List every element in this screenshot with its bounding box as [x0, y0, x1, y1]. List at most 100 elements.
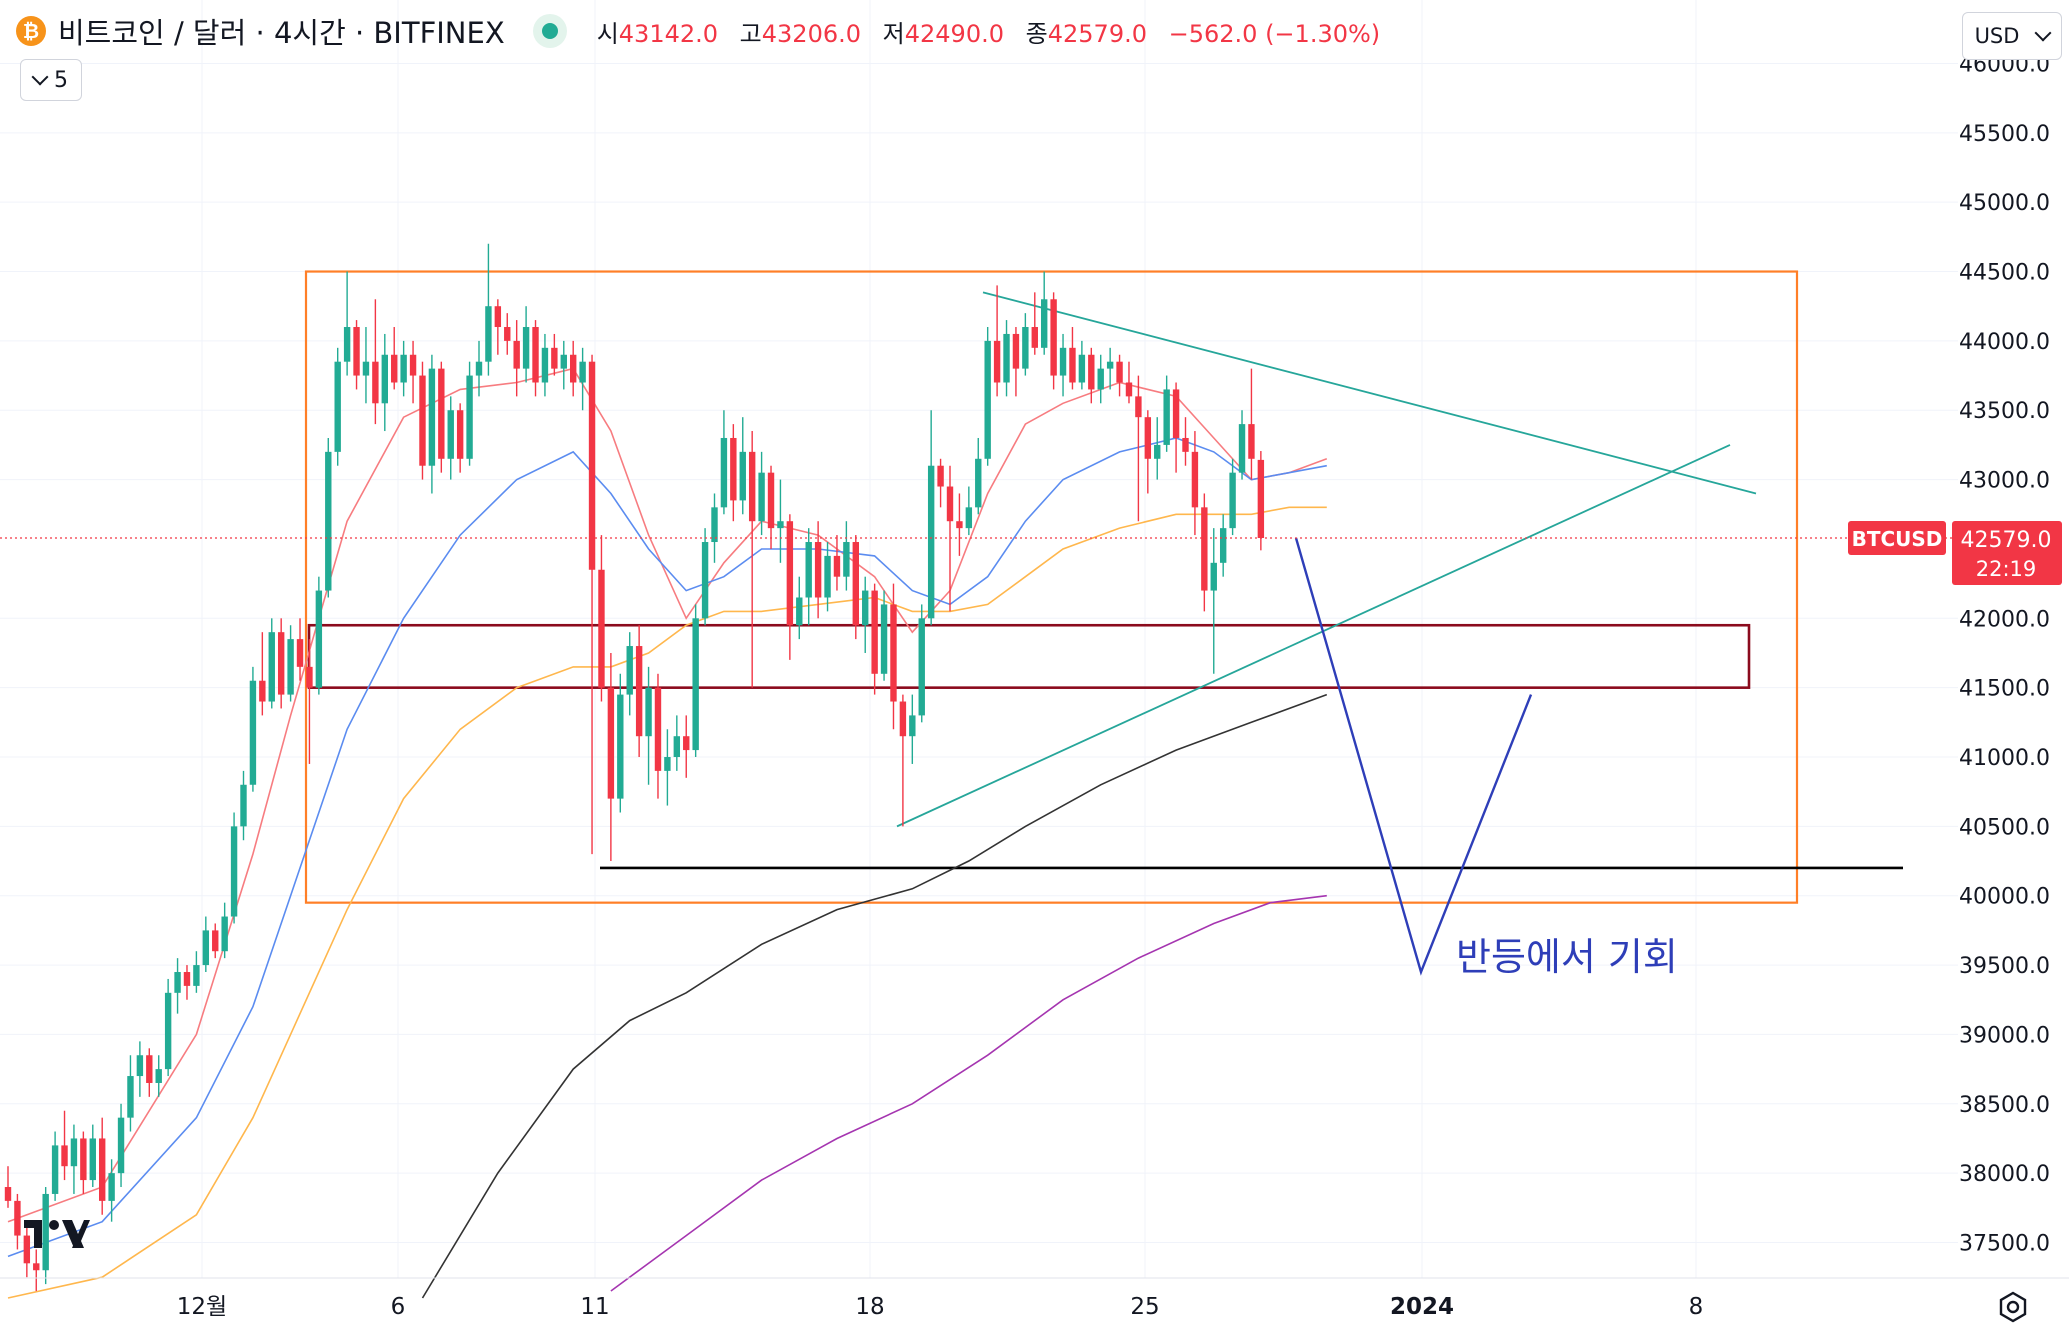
candle-body	[296, 639, 304, 667]
candle-body	[1154, 444, 1161, 459]
candle	[1116, 354, 1123, 397]
candle	[268, 618, 275, 709]
candle	[617, 673, 624, 813]
candle-body	[325, 451, 332, 591]
candle-body	[1238, 424, 1246, 473]
market-open-dot-icon[interactable]	[532, 14, 567, 48]
candle-body	[1257, 459, 1265, 538]
candle	[23, 1221, 31, 1278]
candle	[1182, 417, 1189, 466]
candle	[871, 583, 878, 695]
candle	[428, 354, 436, 494]
candle-body	[193, 965, 200, 986]
candle-body	[183, 972, 191, 986]
candle-body	[372, 361, 379, 404]
candle	[909, 694, 916, 764]
candle-body	[814, 542, 822, 598]
price-axis[interactable]: 46000.045500.045000.044500.044000.043500…	[1959, 52, 2050, 1256]
high-value: 43206.0	[761, 19, 862, 48]
candle-body	[786, 521, 794, 626]
candle	[296, 618, 304, 681]
candle-body	[843, 542, 850, 577]
tradingview-logo-icon[interactable]	[24, 1216, 90, 1252]
indicators-toggle-button[interactable]: 5	[20, 59, 82, 101]
candle	[1144, 410, 1152, 494]
candle-body	[513, 340, 520, 369]
candle-body	[391, 354, 398, 383]
change-value: −562.0 (−1.30%)	[1168, 19, 1381, 48]
candle	[852, 535, 859, 640]
candle-body	[315, 590, 323, 688]
candle-body	[259, 680, 266, 702]
candle-body	[805, 542, 812, 598]
price-tick-label: 38500.0	[1959, 1093, 2050, 1118]
candle-body	[1163, 389, 1170, 445]
candle-body	[409, 354, 417, 376]
candle	[108, 1159, 115, 1222]
candle	[174, 958, 181, 1014]
symbol-tag-label: BTCUSD	[1852, 527, 1943, 551]
candle-body	[1172, 389, 1180, 438]
candle-body	[456, 410, 464, 459]
candle-body	[532, 327, 539, 383]
open-label: 시	[596, 19, 619, 48]
symbol-title[interactable]: 비트코인 / 달러 · 4시간 · BITFINEX	[58, 16, 505, 50]
candle-body	[664, 757, 671, 771]
time-axis[interactable]: 12월 6 11 18 25 2024 8	[0, 1277, 2069, 1320]
candle	[438, 361, 445, 473]
candle	[937, 458, 944, 508]
candle-body	[1078, 354, 1086, 383]
candle-body	[937, 465, 944, 487]
candle-body	[993, 340, 1001, 383]
candle	[334, 347, 341, 466]
candle	[466, 361, 473, 466]
candle-body	[1106, 361, 1114, 369]
candle-body	[146, 1055, 153, 1083]
candle-body	[1069, 347, 1076, 383]
candle	[99, 1117, 106, 1215]
candle-body	[428, 368, 436, 466]
candle	[730, 424, 737, 522]
candle-body	[1097, 368, 1104, 390]
chart-settings-icon[interactable]	[1996, 1290, 2030, 1324]
candle-body	[136, 1055, 144, 1077]
candle-body	[1248, 424, 1255, 459]
candle-body	[400, 354, 407, 383]
candle-body	[212, 930, 219, 952]
candle-body	[306, 666, 313, 688]
low-label: 저	[882, 19, 905, 48]
candle	[475, 340, 483, 397]
candle	[626, 632, 633, 716]
price-tick-label: 39500.0	[1959, 954, 2050, 979]
candle	[127, 1055, 134, 1132]
candle	[1191, 431, 1199, 536]
candle-body	[720, 437, 728, 508]
candle-body	[240, 784, 247, 827]
candle-body	[485, 306, 492, 362]
candle	[513, 320, 520, 397]
candle	[306, 639, 313, 764]
candle	[814, 521, 822, 619]
candle	[230, 812, 238, 924]
candle	[155, 1055, 162, 1097]
price-tick-label: 41000.0	[1959, 746, 2050, 771]
candle	[588, 354, 596, 855]
candle-body	[494, 306, 502, 328]
candle-body	[221, 916, 228, 952]
candle	[1031, 292, 1038, 355]
candle	[456, 403, 464, 473]
candle-body	[862, 590, 869, 626]
currency-select[interactable]: USD	[1962, 12, 2062, 60]
close-value: 42579.0	[1047, 19, 1147, 48]
candle-body	[419, 375, 426, 466]
candle	[136, 1041, 144, 1097]
candle-body	[127, 1076, 134, 1118]
candle	[692, 604, 699, 758]
candle	[372, 299, 379, 425]
candle-body	[899, 701, 907, 737]
candle	[353, 320, 360, 390]
candle	[42, 1187, 49, 1285]
candle	[1238, 410, 1246, 480]
candle	[1106, 347, 1114, 390]
